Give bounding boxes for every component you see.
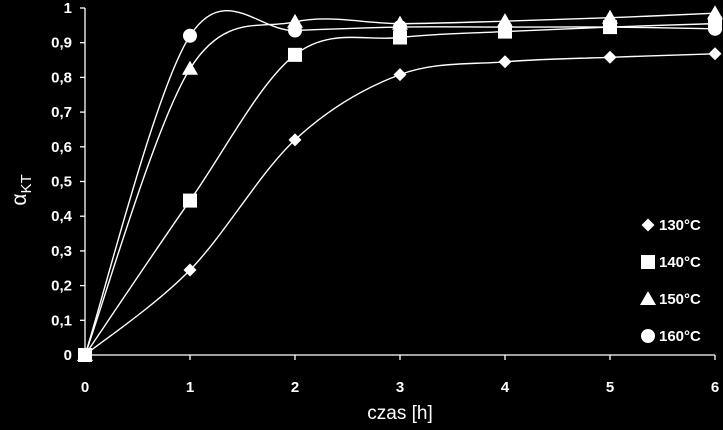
- data-point-square: [288, 47, 302, 62]
- data-point-diamond: [183, 263, 197, 277]
- legend-item: 130°C: [641, 217, 701, 234]
- x-tick-label: 1: [186, 379, 194, 396]
- y-tick-label: 0,5: [51, 174, 72, 191]
- x-tick-label: 0: [81, 379, 89, 396]
- x-tick-label: 2: [291, 379, 299, 396]
- legend: 130°C 140°C 150°C 160°C: [640, 217, 701, 345]
- y-axis-title: αKT: [8, 174, 35, 205]
- data-point-square: [183, 193, 197, 208]
- legend-item: 160°C: [641, 328, 701, 345]
- data-point-triangle: [602, 9, 618, 24]
- trendline-triangle: [84, 12, 716, 356]
- x-tick-label: 5: [606, 379, 614, 396]
- data-point-diamond: [708, 47, 722, 61]
- data-point-triangle: [182, 60, 198, 75]
- y-tick-label: 1: [64, 0, 72, 17]
- y-axis-title-main: α: [8, 194, 31, 206]
- data-point-circle: [498, 20, 512, 35]
- y-tick-label: 0,7: [51, 104, 72, 121]
- legend-marker-square: [641, 255, 655, 269]
- y-tick-label: 0,4: [51, 208, 73, 225]
- data-point-diamond: [393, 68, 407, 82]
- trendline-diamond: [84, 53, 716, 356]
- legend-item: 150°C: [640, 291, 701, 308]
- legend-marker-circle: [641, 329, 655, 343]
- data-point-circle: [183, 28, 197, 43]
- data-point-diamond: [603, 50, 617, 64]
- y-tick-label: 0,3: [51, 243, 72, 260]
- x-tick-label: 3: [396, 379, 404, 396]
- y-tick-label: 0: [64, 347, 72, 364]
- trendlines: [84, 10, 716, 356]
- legend-label: 160°C: [659, 328, 701, 345]
- data-point-circle: [78, 348, 92, 362]
- data-point-diamond: [288, 133, 302, 147]
- y-tick-label: 0,1: [51, 312, 72, 329]
- y-tick-label: 0,8: [51, 69, 72, 86]
- data-point-circle: [288, 23, 302, 38]
- markers: [77, 5, 723, 362]
- legend-label: 130°C: [659, 217, 701, 234]
- legend-item: 140°C: [641, 254, 701, 271]
- legend-label: 150°C: [659, 291, 701, 308]
- y-tick-label: 0,9: [51, 35, 72, 52]
- plot-area: 0 1 2 3 4 5 6 0 0,1 0,2 0,3 0,4 0,5 0,6 0,7 0,8 0,9 1: [51, 0, 723, 396]
- trendline-circle: [84, 10, 716, 356]
- data-point-triangle: [707, 5, 723, 20]
- x-tick-label: 6: [711, 379, 719, 396]
- legend-marker-diamond: [641, 218, 655, 232]
- x-ticks: 0 1 2 3 4 5 6: [81, 355, 719, 396]
- data-point-circle: [708, 21, 722, 36]
- data-point-triangle: [287, 13, 303, 28]
- y-tick-label: 0,2: [51, 278, 72, 295]
- y-ticks: 0 0,1 0,2 0,3 0,4 0,5 0,6 0,7 0,8 0,9 1: [51, 0, 85, 364]
- data-point-circle: [603, 20, 617, 35]
- legend-label: 140°C: [659, 254, 701, 271]
- x-axis-title: czas [h]: [367, 403, 432, 424]
- y-axis-title-subscript: KT: [18, 174, 35, 193]
- data-point-circle: [393, 20, 407, 35]
- y-tick-label: 0,6: [51, 139, 72, 156]
- data-point-diamond: [498, 55, 512, 69]
- x-tick-label: 4: [501, 379, 510, 396]
- legend-marker-triangle: [640, 291, 656, 305]
- data-point-square: [393, 30, 407, 45]
